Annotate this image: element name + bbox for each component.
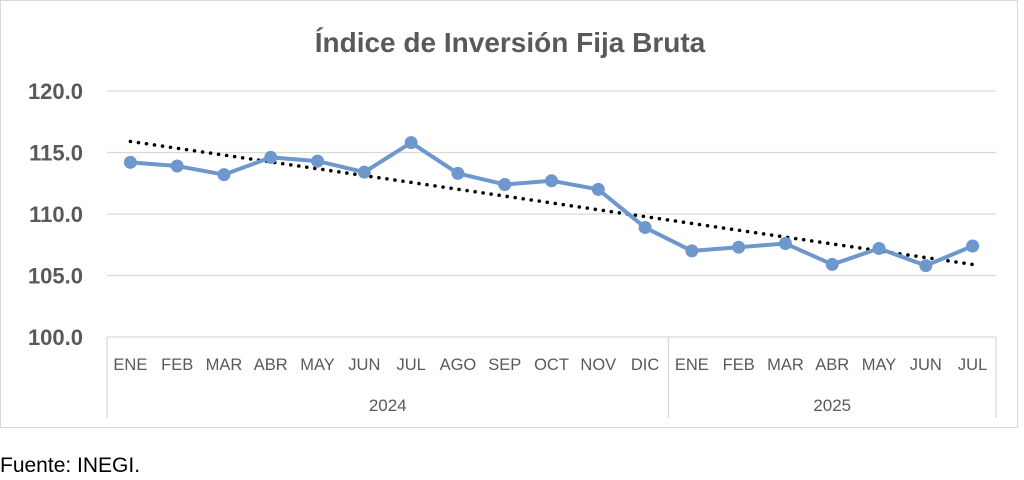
y-tick-label: 100.0: [28, 325, 83, 350]
x-tick-label: MAR: [767, 356, 804, 374]
y-axis: 100.0 105.0 110.0 115.0 120.0: [28, 79, 83, 350]
data-point: [357, 165, 371, 179]
data-point: [778, 237, 792, 251]
data-point: [638, 221, 652, 235]
gridlines: [107, 90, 996, 338]
data-point: [919, 259, 933, 273]
data-point: [404, 136, 418, 150]
x-tick-label: ABR: [815, 356, 849, 374]
data-point: [872, 241, 886, 255]
chart: Índice de Inversión Fija Bruta 100.0 105.…: [28, 27, 997, 418]
x-tick-label: NOV: [580, 356, 616, 374]
trendline: [128, 139, 975, 267]
data-point: [732, 240, 746, 254]
source-note: Fuente: INEGI.: [0, 454, 141, 477]
x-axis: 2024 2025 ENE FEB MAR ABR MAY JUN JUL AGO SEP OCT NO…: [106, 337, 997, 418]
data-point: [498, 177, 512, 191]
chart-frame: Índice de Inversión Fija Bruta 100.0 105.…: [0, 0, 1018, 428]
chart-title: Índice de Inversión Fija Bruta: [315, 27, 706, 58]
year-group-label: 2025: [813, 396, 851, 415]
x-tick-label: AGO: [440, 356, 477, 374]
trendline-layer: [128, 139, 975, 267]
data-point: [123, 155, 137, 169]
x-tick-label: SEP: [488, 356, 521, 374]
x-tick-label: ABR: [254, 356, 288, 374]
data-point: [264, 150, 278, 164]
data-point: [545, 174, 558, 188]
x-tick-label: ENE: [675, 356, 709, 374]
x-tick-label: MAY: [862, 356, 897, 374]
data-point: [966, 239, 980, 253]
x-tick-label: ENE: [113, 356, 147, 374]
data-point: [217, 168, 231, 182]
x-tick-label: JUL: [396, 356, 425, 374]
x-tick-label: JUN: [910, 356, 942, 374]
series-line: [130, 140, 974, 268]
data-point: [825, 257, 839, 271]
year-group-label: 2024: [369, 396, 407, 415]
x-tick-label: OCT: [534, 356, 569, 374]
data-point: [685, 244, 699, 258]
x-tick-label: FEB: [723, 356, 755, 374]
data-point: [591, 182, 605, 196]
data-point: [451, 166, 465, 180]
y-tick-label: 105.0: [28, 264, 83, 289]
data-point: [170, 159, 184, 173]
y-tick-label: 110.0: [29, 202, 83, 227]
x-tick-label: FEB: [161, 356, 193, 374]
x-tick-label: MAY: [300, 356, 335, 374]
x-tick-label: DIC: [631, 356, 660, 374]
data-point: [311, 154, 325, 168]
x-tick-label: JUN: [348, 356, 380, 374]
x-tick-label: JUL: [958, 356, 987, 374]
y-tick-label: 120.0: [28, 79, 83, 104]
y-tick-label: 115.0: [29, 141, 83, 166]
x-tick-label: MAR: [206, 356, 243, 374]
series-layer: [123, 136, 980, 273]
